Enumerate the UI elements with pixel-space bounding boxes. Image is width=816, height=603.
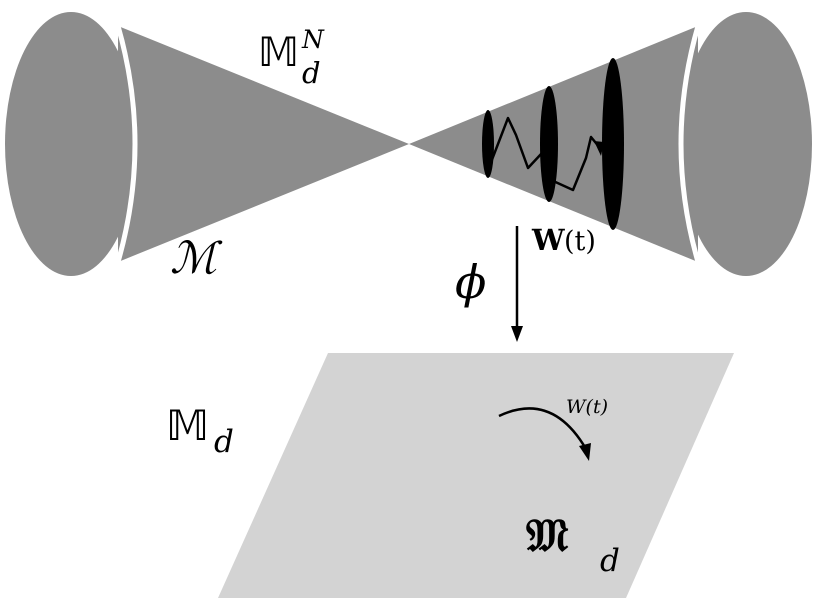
brownian-bold-label: W: [531, 223, 565, 257]
slice-medium: [540, 86, 558, 202]
top-sub-label: d: [302, 56, 321, 90]
map-phi-label: ϕ: [455, 255, 486, 309]
projection-arrowhead: [511, 326, 523, 342]
brownian-arrowhead: [594, 141, 604, 156]
top-sup-label: N: [301, 25, 325, 54]
left-cone-cap: [5, 12, 137, 276]
right-cap-separator: [678, 25, 701, 263]
plane-W-label: W(t): [566, 396, 608, 418]
top-bb-label: 𝕄: [258, 30, 299, 76]
cone-script-label: ℳ: [170, 233, 223, 284]
projection-arrow: [511, 226, 523, 342]
brownian-paren-label: (t): [564, 226, 596, 257]
brownian-trajectory: [486, 116, 601, 192]
frak-sub-label: d: [600, 543, 620, 579]
plane-sub-label: d: [214, 424, 234, 460]
left-cap-separator: [115, 25, 138, 263]
brownian-path: [486, 116, 604, 192]
plane-curve-arrowhead: [579, 443, 591, 461]
plane: [218, 353, 734, 598]
plane-curve-arrow: [498, 407, 591, 461]
left-cone-body: [118, 26, 409, 262]
slice-large: [602, 58, 624, 230]
left-cone: [5, 12, 409, 276]
plane-curve: [498, 407, 588, 450]
plane-bb-label: 𝕄: [166, 401, 209, 450]
right-cone-cap: [680, 12, 812, 276]
frak-label: 𝔐: [526, 508, 569, 562]
cross-sections: [482, 58, 624, 230]
